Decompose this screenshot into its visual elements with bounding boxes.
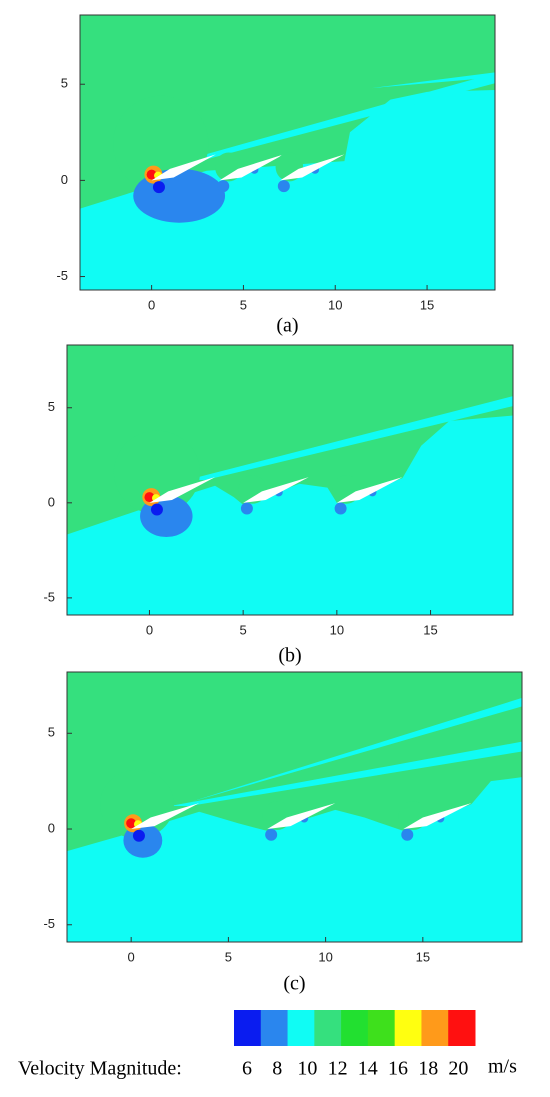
colorbar-swatch [367,1010,396,1046]
colorbar-swatch [260,1010,289,1046]
panel-caption: (c) [283,973,305,995]
hydrofoil [151,154,216,181]
foil-blue-spot [277,180,290,193]
colorbar-unit: m/s [488,1056,517,1078]
y-tick-label: 0 [61,172,68,187]
wake-streak [189,697,522,803]
colorbar-swatch [394,1010,422,1046]
contour-field [80,15,495,290]
colorbar-swatch [287,1010,315,1046]
field-cyan [67,415,513,615]
wake-streak [186,396,513,480]
colorbar-swatch [341,1010,369,1046]
panel-caption: (b) [278,645,301,667]
hydrofoil [131,803,200,830]
x-tick-label: 10 [318,949,332,964]
hydrofoil [219,154,284,181]
colorbar-title: Velocity Magnitude: [18,1058,182,1080]
stagnation-red [144,492,155,503]
hydrofoil [149,477,216,503]
contour-field [67,345,513,615]
x-tick-label: 10 [330,622,344,637]
foil-blue-spot [150,503,163,516]
x-tick-label: 0 [148,297,155,312]
panel-caption: (a) [276,315,298,337]
y-tick-label: 5 [61,76,68,91]
x-tick-label: 5 [240,622,247,637]
colorbar-tick-label: 14 [358,1058,378,1080]
foil-blue-spot [152,181,165,194]
plot-frame [66,344,514,616]
hydrofoil [336,477,403,503]
x-tick-label: 0 [146,622,153,637]
colorbar-swatch [314,1010,342,1046]
y-tick-label: -5 [43,916,55,931]
foil-blue-spot [334,502,347,515]
plot-frame [66,671,523,943]
foil-blue-spot [240,502,253,515]
contour-field [67,672,522,942]
hydrofoil [280,154,345,181]
foil-blue-spot [132,829,145,842]
x-tick-label: 5 [240,297,247,312]
colorbar-tick-label: 20 [448,1058,468,1080]
y-tick-label: 5 [48,399,55,414]
colorbar-tick-label: 18 [418,1058,438,1080]
hydrofoil [267,803,336,830]
colorbar-tick-label: 6 [242,1058,252,1080]
colorbar-tick-label: 12 [328,1058,348,1080]
colorbar-tick-label: 10 [297,1058,317,1080]
x-tick-label: 5 [225,949,232,964]
colorbar-swatch [421,1010,449,1046]
hydrofoil [403,803,472,830]
x-tick-label: 15 [420,297,434,312]
stagnation-red [146,169,157,180]
colorbar-tick-label: 8 [272,1058,282,1080]
y-tick-label: 5 [48,725,55,740]
y-tick-label: -5 [56,268,68,283]
x-tick-label: 15 [423,622,437,637]
foil-blue-spot [265,828,278,841]
colorbar-tick-label: 16 [388,1058,408,1080]
field-cyan [67,777,522,942]
y-tick-label: 0 [48,820,55,835]
foil-blue-spot [401,828,414,841]
hydrofoil [243,477,309,503]
y-tick-label: -5 [43,589,55,604]
foil-blue-spot [217,180,230,193]
x-tick-label: 10 [328,297,342,312]
wake-streak [170,741,522,807]
x-tick-label: 0 [128,949,135,964]
colorbar-swatch [234,1010,262,1046]
colorbar-swatch [448,1010,476,1046]
x-tick-label: 15 [416,949,430,964]
y-tick-label: 0 [48,494,55,509]
plot-frame [79,14,496,291]
wake-streak [371,72,495,89]
stagnation-red [126,818,137,829]
